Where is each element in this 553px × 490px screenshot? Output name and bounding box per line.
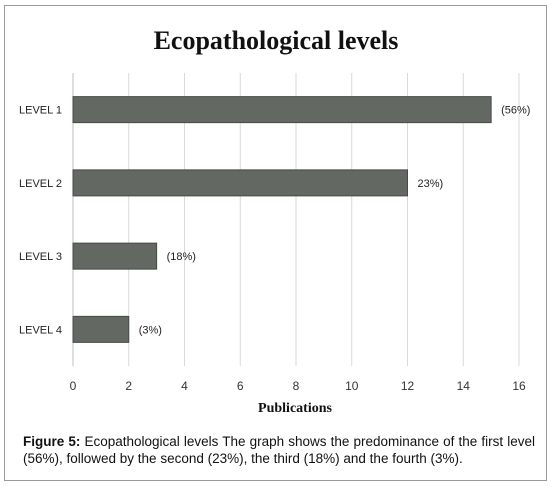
category-label: LEVEL 4	[19, 324, 62, 336]
chart-title: Ecopathological levels	[154, 26, 399, 55]
data-label: 23%)	[418, 178, 444, 190]
x-tick-label: 16	[512, 379, 526, 393]
bar-level-4	[72, 315, 130, 343]
x-tick-label: 4	[181, 379, 188, 393]
bars	[72, 96, 492, 343]
bar-level-3	[72, 242, 158, 270]
figure-frame: Ecopathological levels LEVEL 1 LEVEL 2 LEV…	[4, 5, 547, 481]
caption-label: Figure 5:	[23, 434, 81, 449]
caption-text: Ecopathological levels The graph shows t…	[23, 434, 535, 466]
x-tick-label: 12	[401, 379, 415, 393]
data-labels: (56%) 23%) (18%) (3%)	[139, 105, 531, 337]
x-tick-labels: 0 2 4 6 8 10 12 14 16	[70, 379, 526, 393]
bar-level-1	[72, 96, 492, 124]
x-axis-label: Publications	[258, 401, 332, 416]
category-label: LEVEL 1	[19, 105, 62, 117]
category-label: LEVEL 3	[19, 251, 62, 263]
x-tick-label: 2	[125, 379, 132, 393]
figure-caption: Figure 5: Ecopathological levels The gra…	[23, 433, 535, 467]
x-tick-label: 0	[70, 379, 77, 393]
x-tick-label: 14	[457, 379, 471, 393]
data-label: (18%)	[167, 251, 196, 263]
x-tick-label: 10	[345, 379, 359, 393]
x-tick-label: 6	[237, 379, 244, 393]
data-label: (56%)	[501, 105, 530, 117]
category-labels: LEVEL 1 LEVEL 2 LEVEL 3 LEVEL 4	[19, 105, 62, 337]
data-label: (3%)	[139, 324, 162, 336]
category-label: LEVEL 2	[19, 178, 62, 190]
x-tick-label: 8	[293, 379, 300, 393]
bar-level-2	[72, 169, 408, 197]
